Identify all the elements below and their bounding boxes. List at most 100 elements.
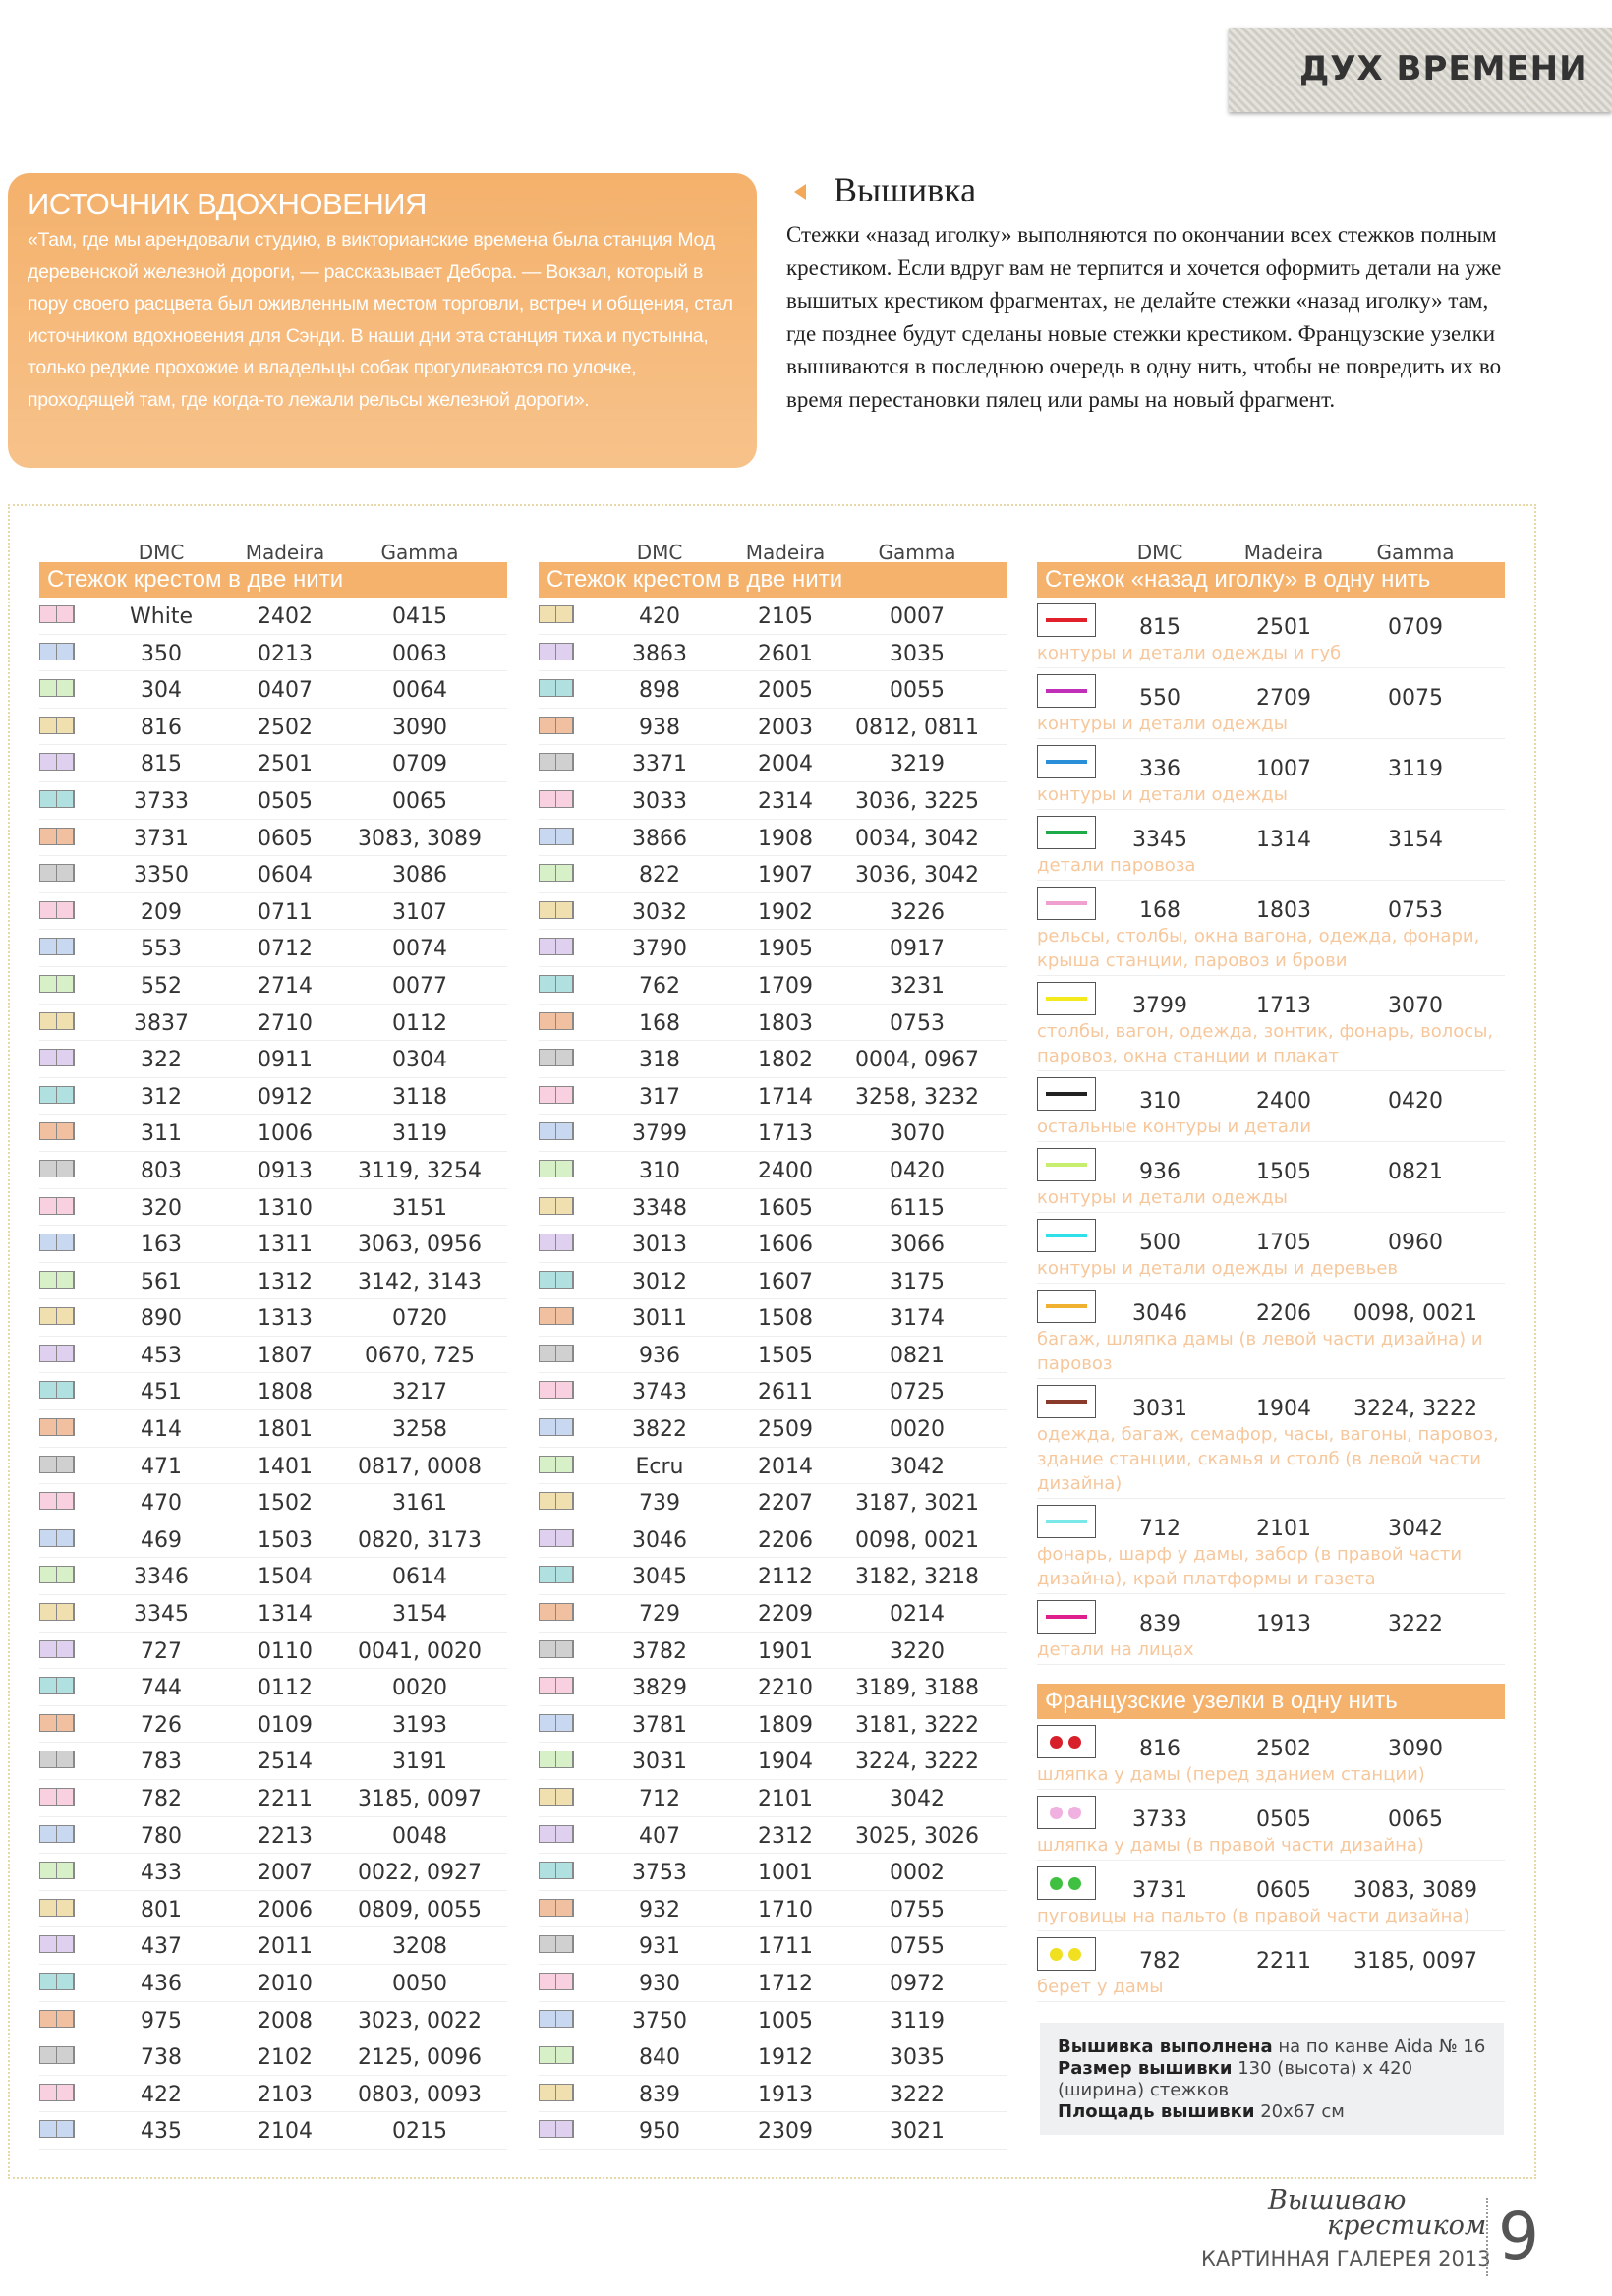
key-cell: 816 [141, 715, 182, 740]
key-cell: 1912 [758, 2045, 813, 2071]
key-row: 435 2104 0215 [39, 2112, 507, 2150]
key-cell: 2714 [258, 973, 313, 999]
thread-swatch [1037, 887, 1096, 920]
symbol-cell [57, 2010, 74, 2027]
thread-swatch [1037, 1505, 1096, 1538]
key-cell: 3348 [632, 1195, 687, 1221]
key-cell: 780 [141, 1823, 182, 1849]
key-cell: 3219 [890, 752, 945, 777]
symbol-cell [556, 1751, 573, 1768]
key-row: 930 1712 0972 [539, 1965, 1007, 2002]
symbol-cell [57, 1973, 74, 1989]
info-line: Вышивка выполнена на по канве Aida № 16 [1058, 2037, 1486, 2058]
symbol-cell [40, 1456, 57, 1472]
symbol-cell [556, 1789, 573, 1805]
stitch-symbol [39, 1234, 75, 1252]
key-cell: 3023, 0022 [358, 2008, 482, 2034]
key-row: 3012 1607 3175 [539, 1263, 1007, 1300]
key-row: 168 1803 0753 рельсы, столбы, окна вагона, … [1037, 881, 1505, 976]
symbol-cell [540, 1123, 556, 1140]
key-cell: 0034, 3042 [855, 826, 979, 851]
key-cell: 3090 [1388, 1737, 1443, 1761]
knot-dot [1050, 1877, 1063, 1890]
key-cell: 936 [1139, 1160, 1180, 1184]
stitch-symbol [39, 1196, 75, 1215]
key-row: 931 1711 0755 [539, 1927, 1007, 1965]
key-cell: 3151 [392, 1195, 447, 1221]
symbol-cell [556, 901, 573, 918]
symbol-cell [40, 1604, 57, 1621]
key-row: 168 1803 0753 [539, 1004, 1007, 1042]
key-note: контуры и детали одежды [1037, 1187, 1288, 1208]
key-cell: 1005 [758, 2008, 813, 2034]
stitch-symbol [39, 2009, 75, 2028]
key-cell: 420 [639, 604, 680, 629]
symbol-cell [540, 1678, 556, 1694]
key-cell: 0074 [392, 937, 447, 962]
stitch-symbol [539, 1603, 574, 1622]
stitch-symbol [539, 753, 574, 772]
key-row: 209 0711 3107 [39, 893, 507, 931]
knot-dot [1050, 1736, 1063, 1749]
symbol-cell [540, 1936, 556, 1953]
symbol-cell [556, 790, 573, 807]
key-cell: 739 [639, 1491, 680, 1517]
magazine-logo: Вышиваю крестиком [1268, 2187, 1486, 2239]
key-cell: 1712 [758, 1971, 813, 1996]
key-row: 3733 0505 0065 [39, 782, 507, 820]
key-cell: 500 [1139, 1231, 1180, 1255]
key-cell: 2125, 0096 [358, 2045, 482, 2071]
key-cell: 310 [1139, 1089, 1180, 1114]
key-cell: 936 [639, 1343, 680, 1368]
key-row: 420 2105 0007 [539, 598, 1007, 635]
symbol-cell [57, 1493, 74, 1510]
thread-swatch [1037, 603, 1096, 637]
key-cell: 3107 [392, 899, 447, 925]
key-cell: 2003 [758, 715, 813, 740]
key-cell: 0002 [890, 1861, 945, 1886]
key-row: 407 2312 3025, 3026 [539, 1817, 1007, 1855]
symbol-cell [556, 1493, 573, 1510]
symbol-cell [57, 1604, 74, 1621]
stitch-symbol [39, 1270, 75, 1289]
key-row: 727 0110 0041, 0020 [39, 1633, 507, 1670]
key-cell: 2105 [758, 604, 813, 629]
stitch-symbol [39, 1122, 75, 1141]
key-cell: 3750 [632, 2008, 687, 2034]
key-cell: 0112 [392, 1010, 447, 1036]
key-row: 552 2714 0077 [39, 967, 507, 1004]
key-cell: 1007 [1256, 757, 1311, 781]
symbol-cell [556, 1714, 573, 1731]
key-cell: 3185, 0097 [358, 1787, 482, 1811]
key-cell: 3161 [392, 1491, 447, 1517]
key-cell: 2004 [758, 752, 813, 777]
key-cell: 3036, 3225 [855, 788, 979, 814]
key-row: 3045 2112 3182, 3218 [539, 1558, 1007, 1596]
key-cell: 3118 [392, 1084, 447, 1110]
stitch-line [1046, 1615, 1087, 1619]
key-cell: 712 [1139, 1517, 1180, 1541]
stitch-symbol [539, 1492, 574, 1511]
stitch-symbol [39, 1455, 75, 1473]
symbol-cell [540, 975, 556, 992]
key-row: 712 2101 3042 фонарь, шарф у дамы, забор (в… [1037, 1499, 1505, 1594]
key-cell: 2112 [758, 1565, 813, 1590]
symbol-cell [40, 1714, 57, 1731]
symbol-cell [57, 1825, 74, 1842]
key-row: 839 1913 3222 [539, 2076, 1007, 2113]
column-header: Madeira [745, 541, 826, 564]
symbol-cell [57, 2084, 74, 2100]
key-cell: 550 [1139, 686, 1180, 711]
key-row: 311 1006 3119 [39, 1115, 507, 1152]
stitch-symbol [39, 1492, 75, 1511]
symbol-cell [40, 1197, 57, 1214]
key-cell: 3011 [632, 1306, 687, 1332]
key-cell: 0110 [258, 1638, 313, 1664]
symbol-cell [556, 1382, 573, 1399]
symbol-cell [540, 1050, 556, 1066]
symbol-cell [556, 1899, 573, 1916]
stitch-symbol [39, 2083, 75, 2101]
stitch-symbol [539, 1824, 574, 1843]
stitch-symbol [39, 1677, 75, 1695]
